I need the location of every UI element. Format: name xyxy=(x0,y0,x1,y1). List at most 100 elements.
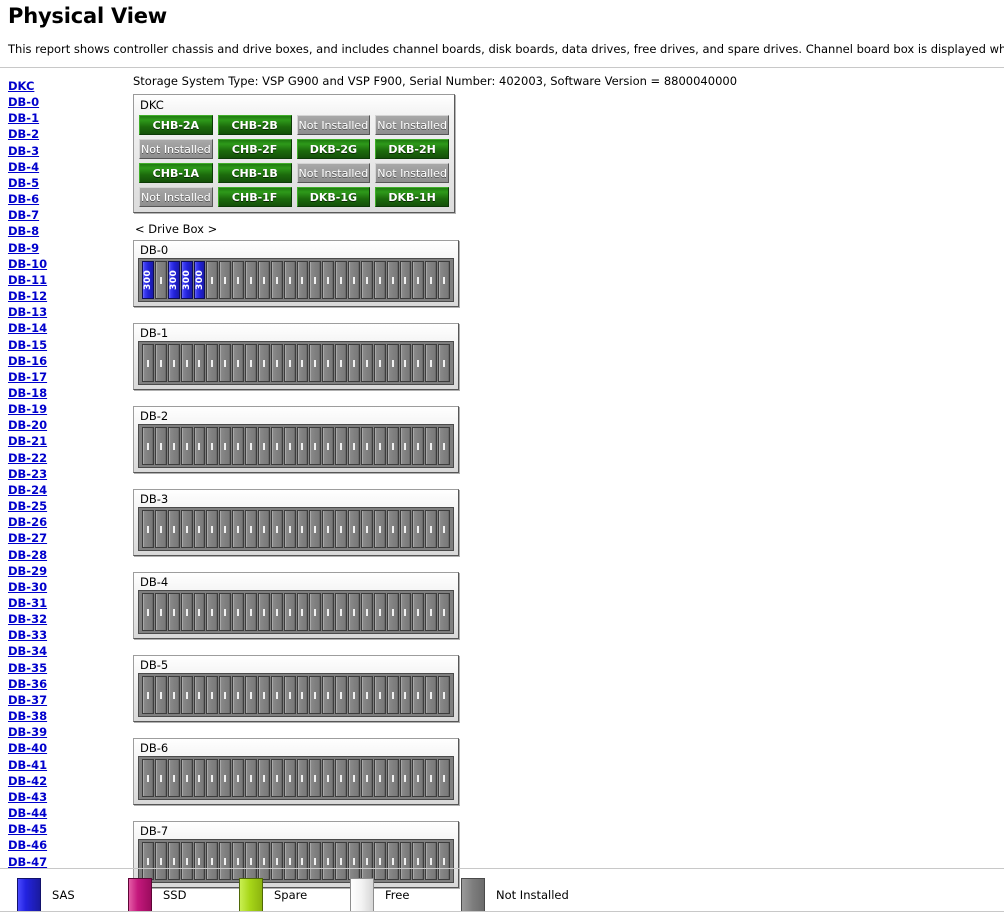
drive-slot[interactable] xyxy=(167,510,180,548)
dkc-board-chb-2a[interactable]: CHB-2A xyxy=(139,115,213,135)
drive-slot[interactable] xyxy=(193,344,206,382)
drive-slot[interactable] xyxy=(309,842,322,880)
sidebar-item-db-27[interactable]: DB-27 xyxy=(8,531,48,546)
drive-slot[interactable] xyxy=(309,676,322,714)
sidebar-item-db-18[interactable]: DB-18 xyxy=(8,385,48,400)
sidebar-item-db-43[interactable]: DB-43 xyxy=(8,789,48,804)
drive-slot[interactable] xyxy=(245,676,257,714)
sidebar-item-db-29[interactable]: DB-29 xyxy=(8,563,48,578)
dkc-board-chb-2f[interactable]: CHB-2F xyxy=(217,139,292,159)
drive-slot[interactable] xyxy=(348,676,360,714)
drive-slot[interactable] xyxy=(232,593,244,631)
drive-slot[interactable] xyxy=(322,759,335,797)
drive-slot[interactable] xyxy=(425,510,438,548)
sidebar-item-db-13[interactable]: DB-13 xyxy=(8,305,48,320)
drive-slot[interactable] xyxy=(180,344,193,382)
dkc-board-slot-empty[interactable]: Not Installed xyxy=(375,163,449,183)
drive-slot[interactable] xyxy=(219,842,232,880)
sidebar-item-db-17[interactable]: DB-17 xyxy=(8,369,48,384)
drive-slot[interactable] xyxy=(412,842,425,880)
dkc-board-slot-empty[interactable]: Not Installed xyxy=(139,139,213,159)
sidebar-item-db-8[interactable]: DB-8 xyxy=(8,224,40,239)
drive-slot[interactable] xyxy=(206,759,219,797)
drive-slot[interactable] xyxy=(167,759,180,797)
drive-slot[interactable] xyxy=(270,842,283,880)
drive-slot[interactable] xyxy=(438,510,450,548)
sidebar-item-dkc[interactable]: DKC xyxy=(8,79,35,93)
drive-slot[interactable] xyxy=(412,427,425,465)
drive-slot[interactable] xyxy=(335,261,347,299)
drive-slot[interactable] xyxy=(412,676,425,714)
drive-slot[interactable] xyxy=(167,427,180,465)
drive-slot[interactable] xyxy=(180,427,193,465)
drive-slot[interactable] xyxy=(360,593,373,631)
drive-slot[interactable] xyxy=(425,261,438,299)
dkc-board-slot-empty[interactable]: Not Installed xyxy=(296,163,371,183)
drive-slot[interactable] xyxy=(232,261,244,299)
drive-slot[interactable] xyxy=(399,261,412,299)
dkc-board-dkb-1h[interactable]: DKB-1H xyxy=(375,187,449,207)
drive-slot[interactable] xyxy=(245,427,257,465)
drive-slot[interactable] xyxy=(373,593,386,631)
drive-slot[interactable] xyxy=(335,510,347,548)
drive-slot[interactable] xyxy=(360,427,373,465)
drive-slot[interactable] xyxy=(206,261,219,299)
sidebar-item-db-10[interactable]: DB-10 xyxy=(8,256,48,271)
drive-slot[interactable] xyxy=(154,344,167,382)
sidebar-item-db-19[interactable]: DB-19 xyxy=(8,402,48,417)
drive-slot[interactable] xyxy=(219,344,232,382)
drive-slot[interactable] xyxy=(348,427,360,465)
drive-slot[interactable] xyxy=(154,261,167,299)
drive-slot[interactable] xyxy=(257,593,270,631)
drive-slot[interactable] xyxy=(412,510,425,548)
drive-slot[interactable] xyxy=(322,261,335,299)
sidebar-item-db-31[interactable]: DB-31 xyxy=(8,596,48,610)
drive-slot[interactable] xyxy=(245,759,257,797)
drive-slot[interactable] xyxy=(167,676,180,714)
drive-slot[interactable] xyxy=(180,676,193,714)
sidebar-item-db-40[interactable]: DB-40 xyxy=(8,741,48,756)
drive-slot[interactable] xyxy=(257,842,270,880)
drive-slot[interactable] xyxy=(296,344,309,382)
sidebar-item-db-12[interactable]: DB-12 xyxy=(8,289,48,304)
dkc-board-dkb-2g[interactable]: DKB-2G xyxy=(296,139,371,159)
drive-slot[interactable] xyxy=(348,759,360,797)
drive-slot[interactable] xyxy=(193,510,206,548)
drive-slot[interactable] xyxy=(386,261,399,299)
dkc-board-slot-empty[interactable]: Not Installed xyxy=(296,115,371,135)
drive-slot[interactable]: 300 xyxy=(167,261,180,299)
drive-slot[interactable] xyxy=(283,842,296,880)
drive-slot[interactable] xyxy=(399,842,412,880)
drive-slot[interactable] xyxy=(154,676,167,714)
drive-slot[interactable] xyxy=(142,427,154,465)
sidebar-item-db-2[interactable]: DB-2 xyxy=(8,127,40,142)
drive-slot[interactable] xyxy=(283,676,296,714)
drive-slot[interactable] xyxy=(399,676,412,714)
drive-slot[interactable] xyxy=(322,842,335,880)
drive-slot[interactable] xyxy=(206,510,219,548)
drive-slot[interactable] xyxy=(386,427,399,465)
drive-slot[interactable] xyxy=(245,510,257,548)
drive-slot[interactable] xyxy=(206,427,219,465)
drive-slot[interactable] xyxy=(206,842,219,880)
drive-slot[interactable] xyxy=(360,510,373,548)
drive-slot[interactable] xyxy=(193,593,206,631)
drive-slot[interactable] xyxy=(399,593,412,631)
drive-slot[interactable] xyxy=(335,759,347,797)
sidebar-item-db-46[interactable]: DB-46 xyxy=(8,838,48,853)
drive-slot[interactable] xyxy=(322,676,335,714)
drive-slot[interactable] xyxy=(412,759,425,797)
drive-slot[interactable]: 300 xyxy=(142,261,154,299)
drive-slot[interactable] xyxy=(154,510,167,548)
drive-slot[interactable] xyxy=(386,676,399,714)
drive-slot[interactable] xyxy=(399,427,412,465)
drive-slot[interactable] xyxy=(283,261,296,299)
dkc-board-chb-1a[interactable]: CHB-1A xyxy=(139,163,213,183)
drive-slot[interactable] xyxy=(232,842,244,880)
drive-slot[interactable] xyxy=(193,427,206,465)
drive-slot[interactable] xyxy=(309,759,322,797)
drive-slot[interactable] xyxy=(283,344,296,382)
drive-slot[interactable] xyxy=(283,510,296,548)
drive-slot[interactable]: 300 xyxy=(193,261,206,299)
sidebar-item-db-34[interactable]: DB-34 xyxy=(8,644,48,659)
